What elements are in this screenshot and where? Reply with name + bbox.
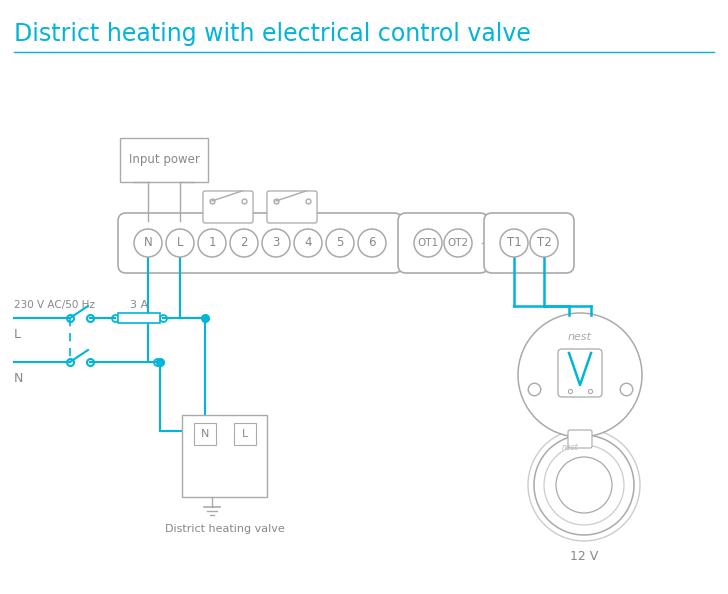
- Circle shape: [530, 229, 558, 257]
- Text: 12 V: 12 V: [570, 551, 598, 564]
- Text: Input power: Input power: [129, 153, 199, 166]
- Bar: [120, 138, 208, 182]
- Text: District heating valve: District heating valve: [165, 524, 285, 534]
- FancyBboxPatch shape: [568, 430, 592, 448]
- FancyBboxPatch shape: [118, 213, 402, 273]
- Text: 3: 3: [272, 236, 280, 249]
- Text: 3 A: 3 A: [130, 300, 148, 310]
- Text: 4: 4: [304, 236, 312, 249]
- Text: District heating with electrical control valve: District heating with electrical control…: [14, 22, 531, 46]
- FancyBboxPatch shape: [484, 213, 574, 273]
- Text: OT2: OT2: [448, 238, 469, 248]
- Bar: [194, 423, 216, 445]
- Circle shape: [294, 229, 322, 257]
- Text: 2: 2: [240, 236, 248, 249]
- Text: nest: nest: [568, 332, 592, 342]
- Text: nest: nest: [562, 443, 578, 451]
- Circle shape: [358, 229, 386, 257]
- Circle shape: [134, 229, 162, 257]
- Circle shape: [326, 229, 354, 257]
- FancyBboxPatch shape: [558, 349, 602, 397]
- Circle shape: [544, 445, 624, 525]
- Text: 6: 6: [368, 236, 376, 249]
- Circle shape: [262, 229, 290, 257]
- Text: 1: 1: [208, 236, 215, 249]
- Text: N: N: [143, 236, 152, 249]
- Bar: [182, 415, 267, 497]
- Circle shape: [534, 435, 634, 535]
- Circle shape: [230, 229, 258, 257]
- Circle shape: [500, 229, 528, 257]
- Text: L: L: [242, 429, 248, 439]
- Text: N: N: [14, 371, 23, 384]
- Text: 5: 5: [336, 236, 344, 249]
- Text: L: L: [14, 327, 21, 340]
- Circle shape: [518, 313, 642, 437]
- Text: L: L: [177, 236, 183, 249]
- Circle shape: [556, 457, 612, 513]
- FancyBboxPatch shape: [203, 191, 253, 223]
- Bar: [234, 423, 256, 445]
- FancyBboxPatch shape: [398, 213, 488, 273]
- Circle shape: [444, 229, 472, 257]
- Text: N: N: [201, 429, 209, 439]
- Text: OT1: OT1: [417, 238, 438, 248]
- Text: T1: T1: [507, 236, 521, 249]
- FancyBboxPatch shape: [267, 191, 317, 223]
- Text: T2: T2: [537, 236, 551, 249]
- Text: 230 V AC/50 Hz: 230 V AC/50 Hz: [14, 300, 95, 310]
- Circle shape: [414, 229, 442, 257]
- Circle shape: [198, 229, 226, 257]
- Bar: [118, 313, 160, 323]
- Circle shape: [528, 429, 640, 541]
- Circle shape: [166, 229, 194, 257]
